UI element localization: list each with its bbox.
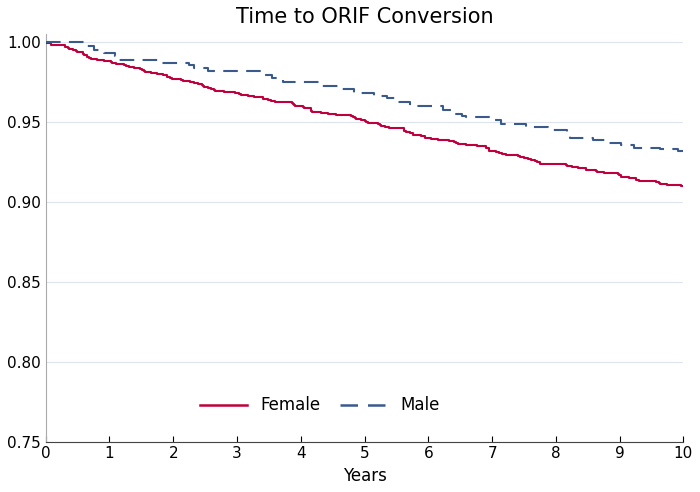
Title: Time to ORIF Conversion: Time to ORIF Conversion <box>236 7 494 27</box>
X-axis label: Years: Years <box>342 467 386 485</box>
Legend: Female, Male: Female, Male <box>193 390 447 421</box>
